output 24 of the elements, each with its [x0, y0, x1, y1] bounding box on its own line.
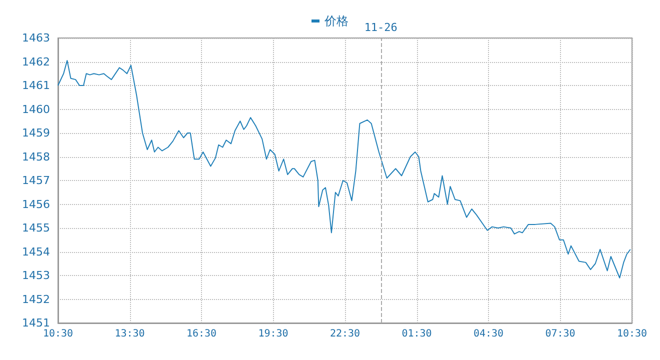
y-tick-label: 1457 [22, 174, 50, 187]
y-tick-label: 1455 [22, 222, 50, 234]
x-tick-label: 04:30 [473, 328, 504, 340]
x-tick-label: 10:30 [616, 328, 648, 340]
y-tick-label: 1451 [22, 316, 50, 330]
y-tick-label: 1453 [22, 269, 50, 282]
y-tick-label: 1456 [22, 198, 50, 211]
x-tick-label: 22:30 [330, 328, 360, 340]
y-tick-label: 1461 [22, 79, 50, 92]
y-tick-label: 1462 [22, 55, 50, 68]
x-tick-label: 07:30 [545, 328, 576, 340]
ref-line-label: 11-26 [364, 21, 398, 34]
legend-label: 价格 [324, 14, 348, 28]
x-tick-label: 13:30 [114, 328, 145, 340]
x-tick-label: 16:30 [186, 328, 217, 340]
y-tick-label: 1463 [22, 32, 50, 44]
y-tick-label: 1452 [22, 292, 50, 306]
x-tick-label: 01:30 [402, 328, 432, 340]
y-tick-label: 1460 [22, 102, 50, 116]
x-tick-label: 10:30 [42, 328, 74, 340]
y-tick-label: 1454 [22, 245, 50, 258]
y-tick-label: 1458 [22, 150, 50, 164]
x-tick-label: 19:30 [258, 328, 288, 340]
y-tick-label: 1459 [22, 126, 50, 140]
